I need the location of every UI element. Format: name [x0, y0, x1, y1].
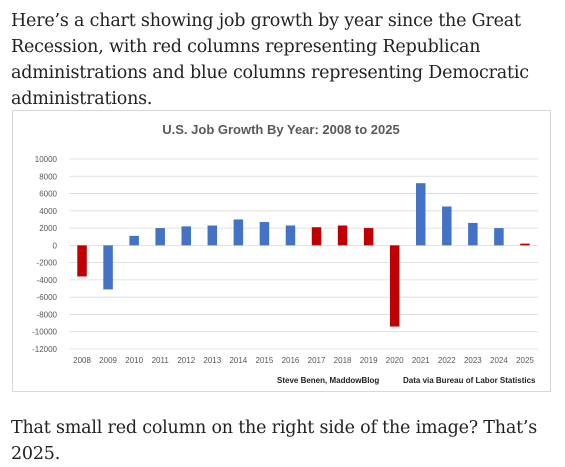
- y-tick-label: 8000: [39, 172, 57, 181]
- x-tick-label: 2012: [177, 356, 195, 365]
- x-tick-label: 2025: [516, 356, 534, 365]
- y-tick-label: -6000: [37, 293, 58, 302]
- intro-paragraph: Here’s a chart showing job growth by yea…: [11, 11, 529, 109]
- bar-2008: [77, 245, 87, 277]
- y-tick-label: -2000: [37, 259, 58, 268]
- bar-2019: [363, 228, 374, 246]
- x-tick-label: 2008: [73, 356, 91, 365]
- y-axis-ticks: 10000 8000 6000 4000 2000 0 -2000 -4000 -6000 -80…: [32, 155, 57, 354]
- y-tick-label: -4000: [37, 276, 58, 285]
- y-tick-label: 0: [53, 241, 58, 250]
- x-tick-label: 2023: [464, 356, 482, 365]
- chart-title: U.S. Job Growth By Year: 2008 to 2025: [162, 122, 399, 137]
- bar-2022: [442, 206, 452, 246]
- y-tick-label: 2000: [39, 224, 57, 233]
- gridlines: [69, 158, 538, 350]
- credit-source: Data via Bureau of Labor Statistics: [403, 376, 536, 385]
- y-tick-label: -12000: [32, 345, 57, 354]
- x-tick-label: 2024: [490, 356, 508, 365]
- y-tick-label: -8000: [37, 310, 58, 319]
- bar-2011: [155, 228, 165, 246]
- bar-2018: [337, 225, 348, 246]
- x-tick-label: 2009: [99, 356, 117, 365]
- bar-2009: [103, 245, 113, 290]
- x-tick-label: 2021: [412, 356, 430, 365]
- x-tick-label: 2010: [125, 356, 143, 365]
- job-growth-chart: U.S. Job Growth By Year: 2008 to 2025 10…: [12, 110, 551, 392]
- bar-2024: [494, 228, 504, 246]
- x-tick-label: 2013: [203, 356, 221, 365]
- bar-2023: [468, 222, 478, 246]
- bar-2015: [259, 222, 270, 246]
- bar-2020: [389, 245, 400, 327]
- x-tick-label: 2015: [256, 356, 274, 365]
- bar-2025: [520, 243, 530, 246]
- bars: [77, 183, 530, 327]
- x-tick-label: 2017: [308, 356, 326, 365]
- y-tick-label: 6000: [39, 190, 57, 199]
- bar-2021: [416, 183, 426, 246]
- bar-2017: [311, 227, 322, 246]
- y-tick-label: 10000: [35, 155, 58, 164]
- bar-2010: [129, 235, 139, 246]
- x-tick-label: 2019: [360, 356, 378, 365]
- credit-author: Steve Benen, MaddowBlog: [277, 376, 379, 385]
- y-tick-label: -10000: [32, 328, 57, 337]
- x-tick-label: 2011: [152, 356, 170, 365]
- chart-canvas: U.S. Job Growth By Year: 2008 to 2025 10…: [32, 122, 538, 385]
- x-tick-label: 2022: [438, 356, 456, 365]
- bar-2012: [181, 226, 191, 246]
- x-tick-label: 2020: [386, 356, 404, 365]
- y-tick-label: 4000: [39, 207, 57, 216]
- bar-2013: [207, 225, 218, 246]
- bar-2016: [285, 225, 296, 246]
- x-tick-label: 2018: [334, 356, 352, 365]
- outro-paragraph: That small red column on the right side …: [11, 418, 538, 464]
- x-tick-label: 2014: [229, 356, 247, 365]
- x-tick-label: 2016: [282, 356, 300, 365]
- x-axis-ticks: 2008 2009 2010 2011 2012 2013 2014 2015 2016 2017…: [73, 356, 534, 365]
- bar-2014: [233, 219, 244, 246]
